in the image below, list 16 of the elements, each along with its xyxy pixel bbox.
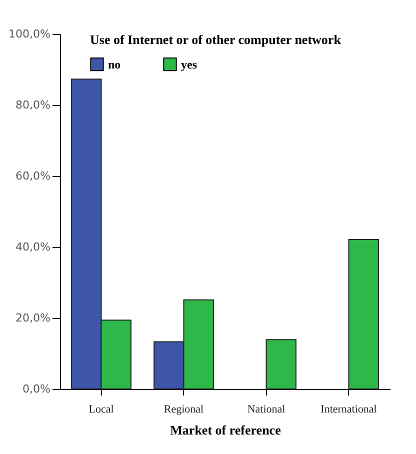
y-tick-label: 0,0% — [22, 382, 50, 396]
y-tick-label: 20,0% — [16, 312, 50, 324]
x-tick-label: International — [320, 404, 377, 416]
legend-label: yes — [181, 57, 198, 72]
bar — [348, 239, 379, 390]
x-tick-label: Local — [88, 404, 114, 416]
x-tick-label: National — [247, 404, 286, 416]
legend-label: no — [108, 57, 121, 72]
y-tick-label: 100,0% — [8, 28, 50, 40]
y-tick-label: 40,0% — [16, 240, 50, 254]
bar — [266, 339, 296, 390]
y-tick-label: 80,0% — [16, 98, 50, 112]
legend-title: Use of Internet or of other computer network — [90, 32, 342, 47]
y-tick-label: 60,0% — [16, 170, 50, 182]
x-tick-label: Regional — [164, 404, 204, 416]
x-axis-title: Market of reference — [170, 422, 282, 438]
